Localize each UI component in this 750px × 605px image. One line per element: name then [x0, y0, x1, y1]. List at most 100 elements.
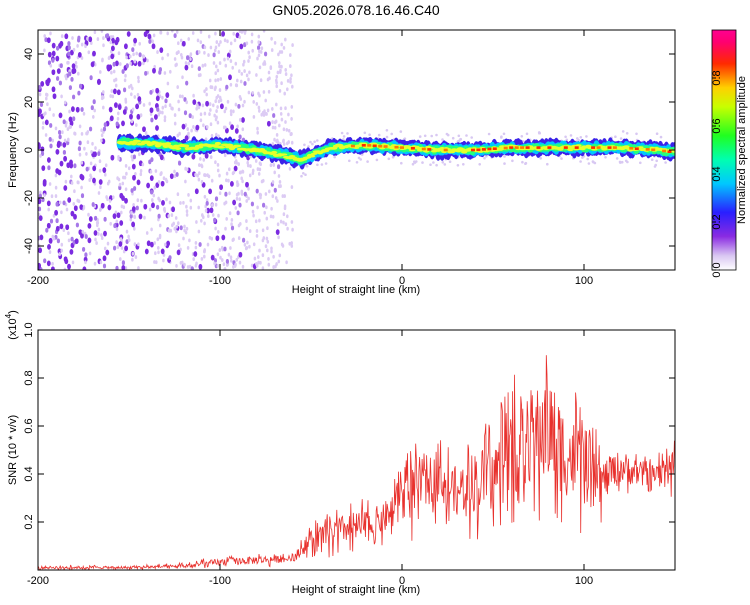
snr-frame: [37, 329, 676, 571]
colorbar-tick-label: 0.4: [711, 166, 723, 181]
noise-speck: [70, 181, 74, 185]
noise-speck: [38, 215, 43, 221]
noise-speck: [141, 162, 145, 167]
noise-speck: [257, 260, 260, 265]
noise-speck: [173, 121, 177, 126]
snr-y-tick-label: 0.6: [23, 418, 35, 433]
noise-speck: [40, 146, 45, 153]
noise-speck: [280, 242, 284, 247]
noise-speck: [219, 77, 223, 81]
noise-speck: [274, 119, 278, 124]
halo-speck: [357, 156, 361, 160]
noise-speck: [209, 108, 212, 112]
noise-speck: [39, 153, 42, 158]
noise-speck: [119, 237, 123, 241]
noise-speck: [115, 227, 119, 232]
noise-speck: [291, 84, 294, 89]
noise-speck: [284, 106, 287, 111]
noise-speck: [225, 84, 229, 90]
noise-speck: [189, 57, 192, 62]
noise-speck: [221, 31, 226, 37]
noise-speck: [196, 38, 200, 43]
noise-speck: [179, 225, 183, 231]
halo-speck: [478, 163, 482, 166]
ridge-peak: [421, 147, 426, 151]
noise-speck: [186, 127, 189, 132]
noise-speck: [289, 64, 292, 69]
noise-speck: [40, 81, 45, 87]
noise-speck: [127, 166, 131, 171]
noise-speck: [84, 44, 87, 49]
noise-speck: [39, 102, 44, 107]
noise-speck: [235, 257, 239, 262]
noise-speck: [290, 73, 293, 78]
noise-speck: [163, 115, 167, 120]
noise-speck: [90, 149, 93, 154]
noise-speck: [102, 255, 107, 262]
noise-speck: [50, 194, 54, 199]
halo-speck: [304, 173, 307, 176]
noise-speck: [130, 154, 134, 159]
halo-speck: [457, 139, 461, 143]
noise-speck: [255, 73, 258, 77]
noise-speck: [205, 92, 208, 97]
noise-speck: [275, 229, 280, 235]
noise-speck: [68, 85, 72, 90]
noise-speck: [217, 42, 221, 47]
noise-speck: [204, 152, 209, 159]
halo-speck: [391, 155, 395, 159]
noise-speck: [168, 103, 172, 108]
halo-speck: [539, 157, 542, 160]
noise-speck: [175, 224, 178, 229]
noise-speck: [236, 182, 240, 187]
noise-speck: [59, 160, 64, 167]
noise-speck: [238, 251, 243, 258]
noise-speck: [119, 257, 122, 262]
noise-speck: [116, 176, 119, 181]
noise-speck: [175, 229, 178, 234]
noise-speck: [156, 204, 160, 210]
noise-speck: [265, 112, 268, 116]
noise-speck: [176, 192, 180, 197]
noise-speck: [275, 74, 279, 79]
ridge-peak: [367, 144, 372, 147]
noise-speck: [282, 45, 286, 50]
noise-speck: [239, 170, 242, 175]
noise-speck: [133, 186, 137, 191]
noise-speck: [86, 36, 89, 41]
halo-speck: [411, 162, 415, 166]
noise-speck: [205, 201, 209, 206]
halo-speck: [483, 156, 486, 160]
snr-scale-base: (x10: [7, 318, 19, 339]
halo-speck: [441, 161, 445, 164]
noise-speck: [264, 51, 268, 57]
noise-speck: [184, 230, 188, 235]
noise-speck: [278, 61, 281, 65]
noise-speck: [60, 210, 63, 215]
noise-speck: [111, 94, 115, 99]
noise-speck: [205, 100, 210, 107]
noise-speck: [275, 102, 278, 107]
noise-speck: [146, 182, 151, 189]
noise-speck: [217, 50, 221, 55]
noise-speck: [55, 149, 60, 155]
noise-speck: [291, 43, 294, 48]
ridge-peak: [476, 148, 481, 152]
noise-speck: [186, 265, 190, 269]
noise-speck: [207, 53, 210, 58]
noise-speck: [177, 243, 181, 248]
snr-x-tick-label: -200: [27, 575, 49, 587]
noise-speck: [42, 121, 45, 125]
noise-speck: [280, 64, 283, 69]
halo-speck: [418, 135, 422, 138]
noise-speck: [45, 96, 48, 101]
spectrogram-y-label: Frequency (Hz): [7, 112, 19, 188]
noise-speck: [278, 123, 281, 128]
noise-speck: [160, 248, 165, 255]
noise-speck: [54, 194, 58, 199]
halo-speck: [503, 162, 506, 165]
noise-speck: [82, 266, 87, 270]
noise-speck: [124, 187, 128, 192]
noise-speck: [100, 202, 105, 209]
